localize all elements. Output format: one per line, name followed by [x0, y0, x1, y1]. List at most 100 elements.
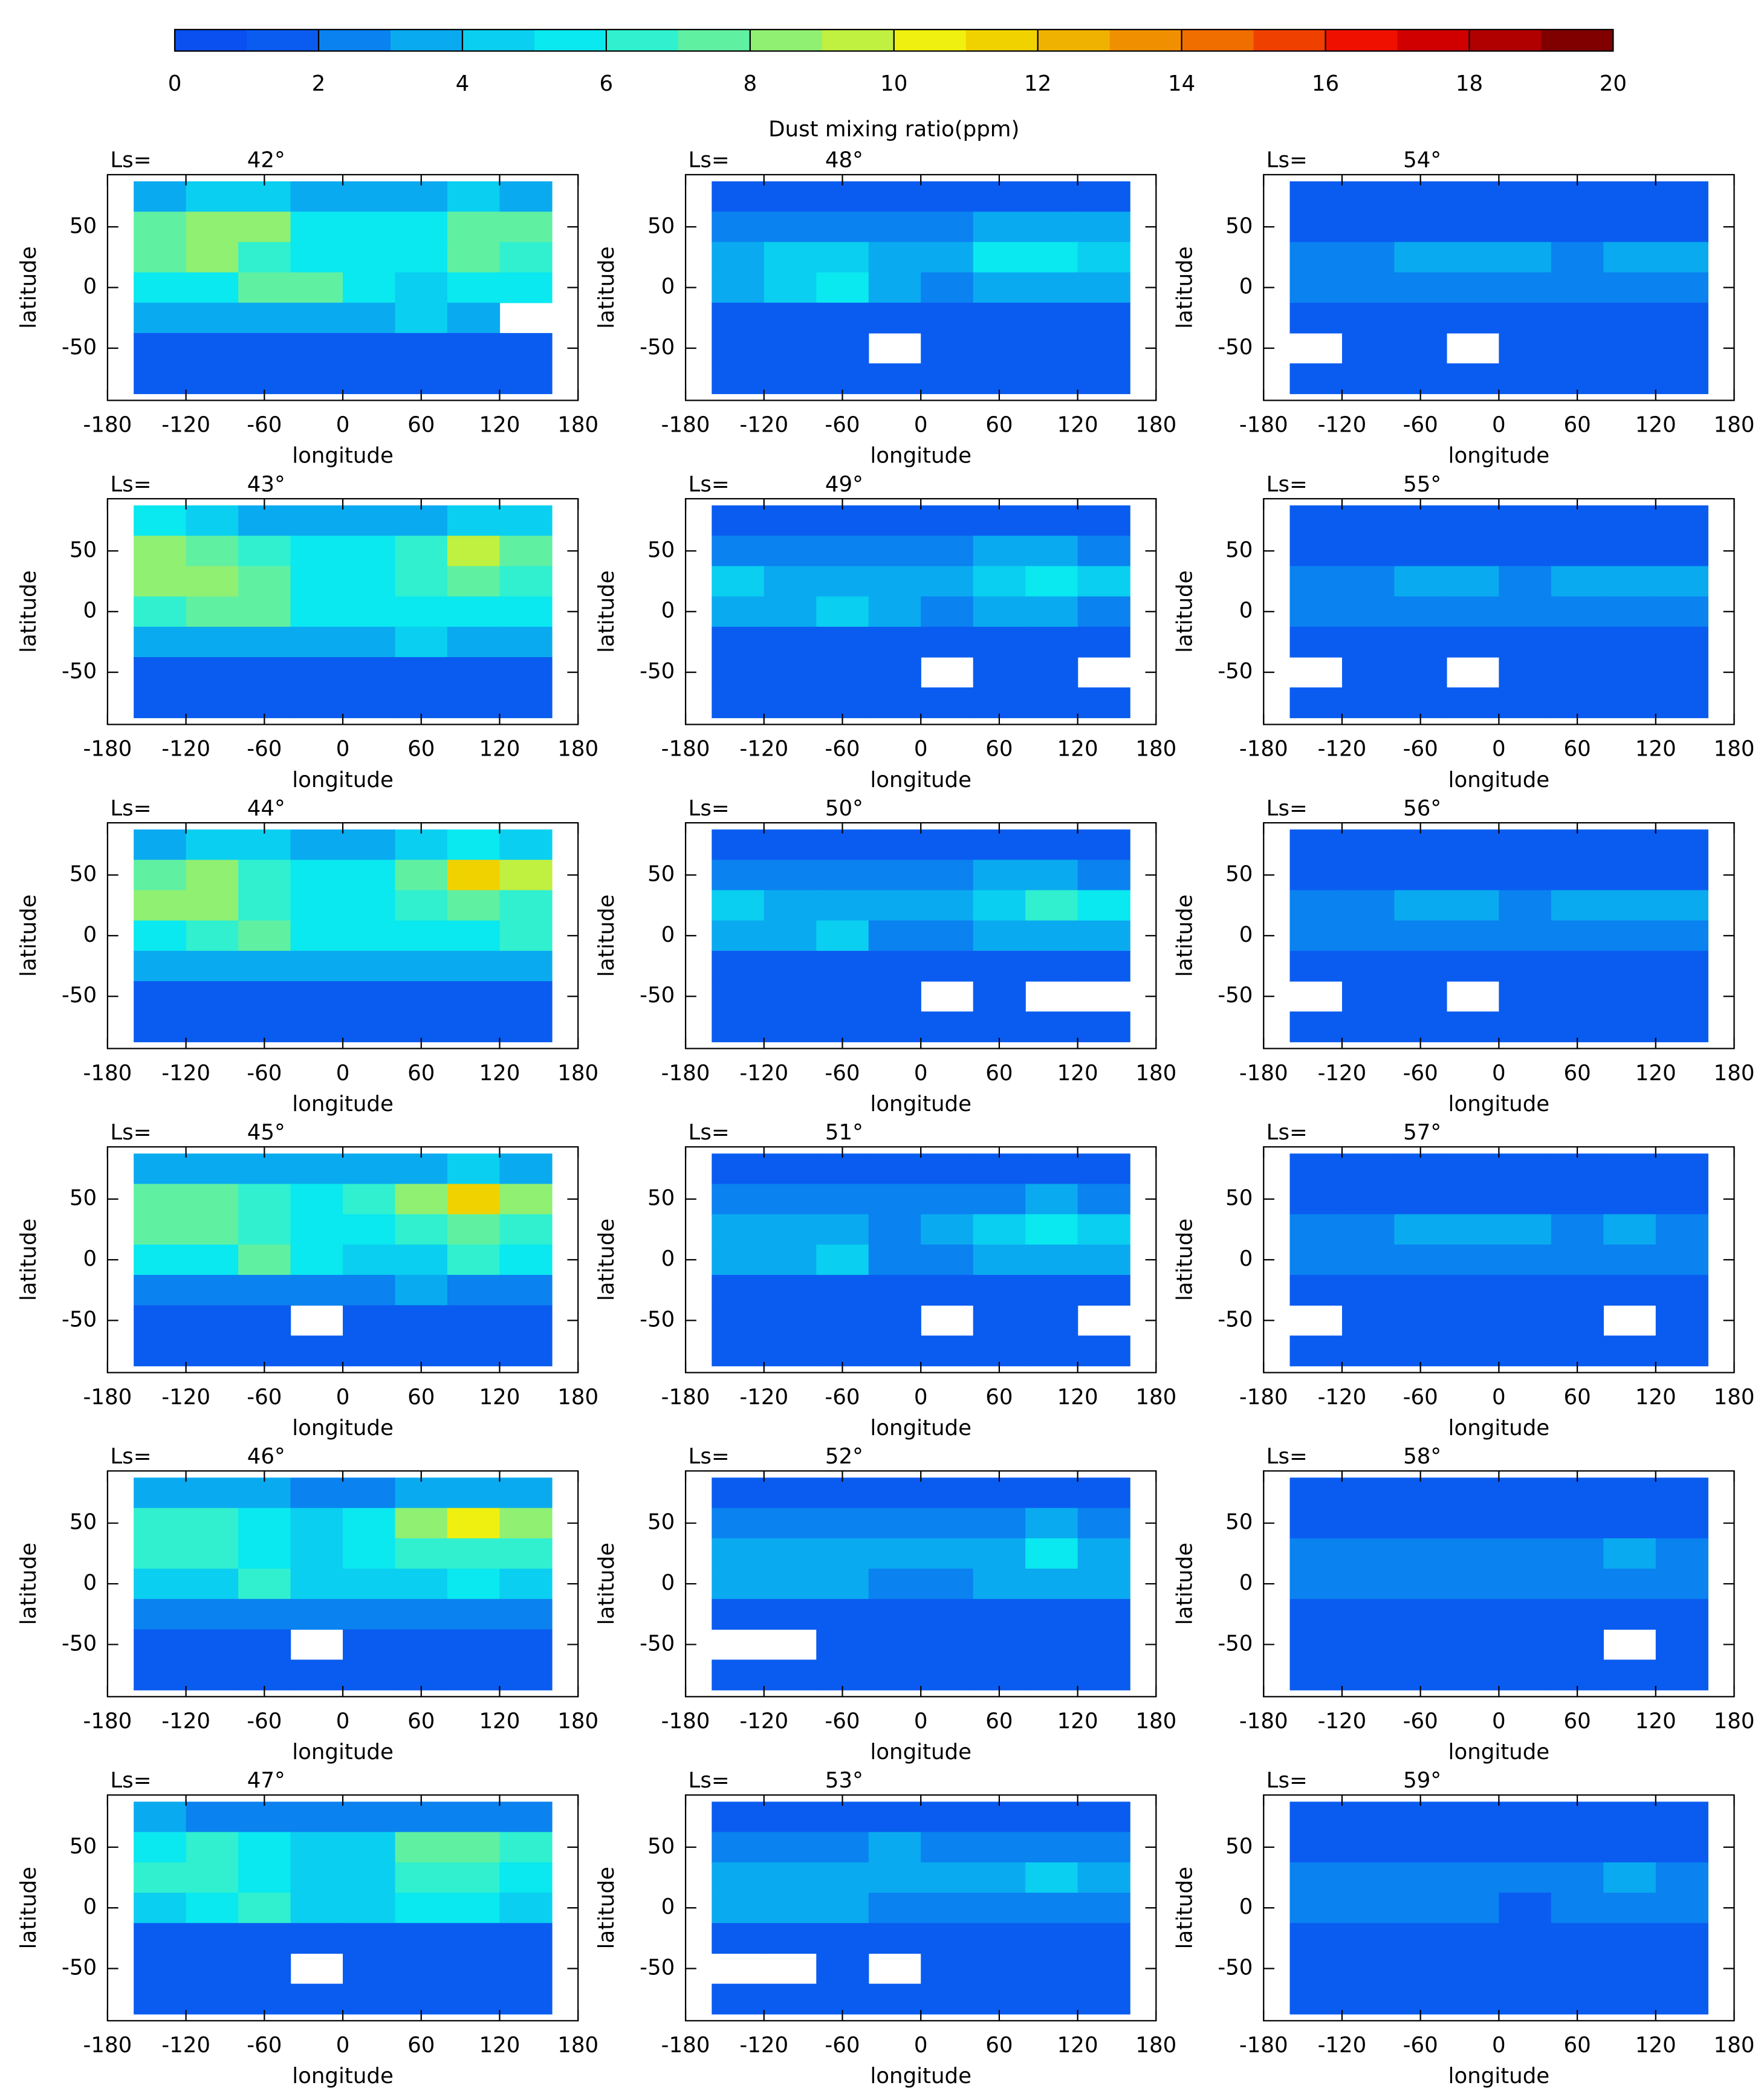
- x-tick-label: 60: [407, 1385, 435, 1410]
- colorbar-tick-label: 16: [1312, 71, 1339, 96]
- contour-cell: [343, 302, 396, 334]
- contour-cell: [1551, 1335, 1604, 1367]
- x-tick-label: 180: [557, 413, 598, 438]
- contour-cell: [1446, 1244, 1500, 1275]
- contour-cell: [921, 272, 974, 303]
- contour-cell: [1341, 181, 1395, 212]
- x-tick-label: -120: [739, 1385, 788, 1410]
- contour-cell: [1551, 1599, 1604, 1630]
- contour-cell: [1603, 981, 1656, 1012]
- contour-cell: [868, 505, 921, 536]
- contour-cell: [499, 860, 553, 891]
- contour-cell: [816, 1335, 869, 1367]
- x-tick-label: -120: [1318, 2033, 1367, 2058]
- contour-cell: [447, 1538, 501, 1569]
- contour-cell: [1499, 1801, 1552, 1833]
- contour-cell: [395, 1184, 448, 1215]
- contour-cell: [1289, 212, 1343, 243]
- contour-cell: [1341, 657, 1395, 688]
- y-tick-label: -50: [640, 983, 675, 1008]
- y-axis-label: latitude: [1172, 1219, 1197, 1301]
- contour-cell: [1446, 950, 1500, 982]
- contour-cell: [764, 302, 817, 334]
- contour-cell: [499, 950, 553, 982]
- contour-cell: [186, 272, 239, 303]
- contour-cell: [290, 1923, 343, 1954]
- contour-cell: [186, 920, 239, 951]
- x-tick-label: -180: [83, 737, 132, 762]
- contour-cell: [395, 1214, 448, 1245]
- contour-cell: [712, 1508, 765, 1539]
- contour-cell: [395, 1275, 448, 1306]
- contour-cell: [186, 1983, 239, 2015]
- contour-cell: [1025, 566, 1078, 597]
- contour-cell: [1499, 1983, 1552, 2015]
- x-axis-label: longitude: [1448, 2064, 1550, 2089]
- contour-cell: [764, 332, 817, 364]
- colorbar-tick-label: 20: [1600, 71, 1627, 96]
- x-axis-label: longitude: [292, 1416, 394, 1441]
- contour-cell: [1077, 1599, 1130, 1630]
- contour-cell: [238, 242, 291, 273]
- contour-cell: [1499, 1244, 1552, 1275]
- contour-cell: [712, 1832, 765, 1863]
- contour-cell: [868, 212, 921, 243]
- contour-cell: [1077, 1508, 1130, 1539]
- y-tick-label: 50: [1225, 213, 1253, 238]
- panel-prefix: Ls=: [1266, 1444, 1308, 1469]
- panel-prefix: Ls=: [1266, 472, 1308, 497]
- contour-cell: [238, 1893, 291, 1923]
- contour-cell: [134, 1184, 187, 1215]
- contour-cell: [395, 181, 448, 212]
- contour-cell: [1551, 1477, 1604, 1509]
- contour-cell: [973, 1508, 1026, 1539]
- contour-cell: [1499, 1305, 1552, 1337]
- contour-cell: [447, 981, 501, 1012]
- contour-cell: [921, 1599, 974, 1630]
- contour-cell: [712, 596, 765, 627]
- colorbar-cell: [534, 29, 607, 51]
- contour-cell: [816, 1184, 869, 1215]
- contour-cell: [921, 1011, 974, 1043]
- x-tick-label: -60: [825, 413, 860, 438]
- colorbar-cell: [1541, 29, 1614, 51]
- contour-cell: [973, 363, 1026, 394]
- contour-cell: [1655, 687, 1708, 719]
- contour-cell: [764, 950, 817, 982]
- contour-cell: [764, 1244, 817, 1275]
- contour-cell: [1655, 363, 1708, 394]
- contour-cell: [343, 1659, 396, 1691]
- contour-cell: [868, 363, 921, 394]
- contour-cell: [1551, 505, 1604, 536]
- contour-cell: [134, 596, 187, 627]
- contour-cell: [1289, 505, 1343, 536]
- contour-cell: [921, 1953, 974, 1985]
- x-tick-label: 120: [479, 1061, 521, 1086]
- contour-cell: [1289, 272, 1343, 303]
- contour-cell: [134, 1335, 187, 1367]
- contour-cell: [1499, 566, 1552, 597]
- contour-cell: [1025, 212, 1078, 243]
- contour-cell: [1025, 596, 1078, 627]
- contour-cell: [1341, 212, 1395, 243]
- colorbar-cell: [175, 29, 247, 51]
- x-tick-label: 0: [336, 1385, 350, 1410]
- panel-title: 43°: [247, 472, 285, 497]
- x-tick-label: 60: [1563, 737, 1591, 762]
- x-tick-label: -120: [161, 1385, 210, 1410]
- contour-cell: [1077, 1862, 1130, 1893]
- contour-cell: [1289, 536, 1343, 567]
- contour-cell: [973, 1011, 1026, 1043]
- contour-cell: [186, 657, 239, 688]
- y-tick-label: 0: [661, 1246, 675, 1271]
- y-axis-label: latitude: [16, 571, 41, 653]
- x-tick-label: 120: [1057, 1061, 1098, 1086]
- contour-cell: [186, 1923, 239, 1954]
- x-tick-label: -120: [739, 413, 788, 438]
- contour-cell: [712, 302, 765, 334]
- contour-cell: [134, 1568, 187, 1599]
- contour-cell: [1499, 890, 1552, 921]
- contour-cell: [395, 920, 448, 951]
- y-axis-label: latitude: [1172, 1543, 1197, 1625]
- contour-cell: [290, 626, 343, 658]
